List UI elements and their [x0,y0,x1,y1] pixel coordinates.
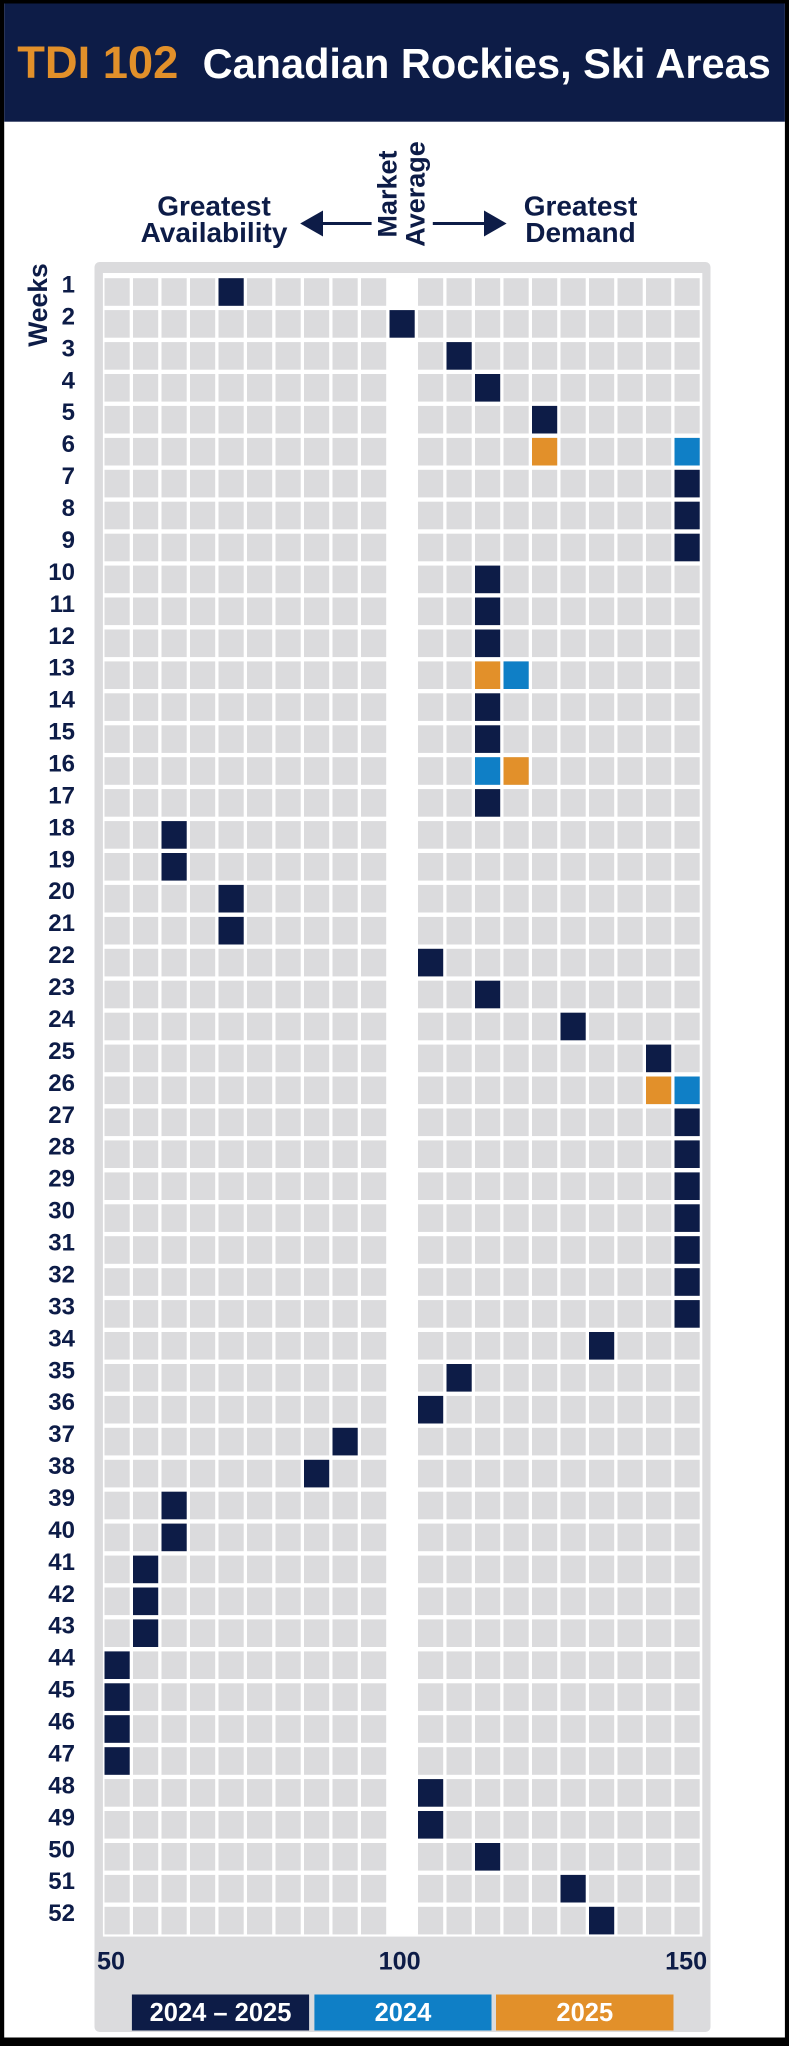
svg-text:38: 38 [48,1453,75,1480]
svg-text:43: 43 [48,1613,75,1640]
svg-text:40: 40 [48,1517,75,1544]
svg-text:33: 33 [48,1293,75,1320]
svg-text:Canadian Rockies, Ski Areas: Canadian Rockies, Ski Areas [203,40,771,87]
svg-text:15: 15 [48,719,75,746]
svg-text:27: 27 [48,1102,75,1129]
svg-text:2024: 2024 [375,1999,433,2027]
svg-text:MarketAverage: MarketAverage [373,141,431,247]
svg-text:16: 16 [48,751,75,778]
svg-text:28: 28 [48,1134,75,1161]
svg-text:52: 52 [48,1900,75,1927]
svg-text:18: 18 [48,814,75,841]
svg-text:150: 150 [665,1947,707,1975]
svg-text:4: 4 [62,367,76,394]
svg-text:17: 17 [48,782,75,809]
svg-text:Weeks: Weeks [23,263,53,347]
svg-text:20: 20 [48,878,75,905]
svg-text:29: 29 [48,1166,75,1193]
svg-text:37: 37 [48,1421,75,1448]
svg-text:5: 5 [62,399,75,426]
svg-text:2024 – 2025: 2024 – 2025 [150,1999,292,2027]
svg-text:31: 31 [48,1230,75,1257]
svg-text:1: 1 [62,272,75,299]
svg-text:51: 51 [48,1868,75,1895]
svg-text:Demand: Demand [525,217,635,248]
svg-text:2: 2 [62,303,75,330]
svg-text:34: 34 [48,1325,75,1352]
svg-text:100: 100 [379,1947,421,1975]
svg-text:9: 9 [62,527,75,554]
svg-text:13: 13 [48,655,75,682]
svg-text:Greatest: Greatest [524,191,638,222]
svg-text:12: 12 [48,623,75,650]
svg-text:30: 30 [48,1198,75,1225]
svg-text:22: 22 [48,942,75,969]
svg-text:32: 32 [48,1262,75,1289]
svg-text:2025: 2025 [556,1999,613,2027]
svg-text:39: 39 [48,1485,75,1512]
svg-text:11: 11 [50,591,75,618]
svg-text:50: 50 [97,1947,125,1975]
svg-text:24: 24 [48,1006,75,1033]
svg-text:47: 47 [48,1741,75,1768]
svg-text:45: 45 [48,1677,75,1704]
svg-text:21: 21 [48,910,75,937]
svg-text:6: 6 [62,431,75,458]
svg-text:41: 41 [48,1549,75,1576]
svg-text:36: 36 [48,1389,75,1416]
svg-text:50: 50 [48,1836,75,1863]
svg-text:7: 7 [62,463,75,490]
svg-text:35: 35 [48,1357,75,1384]
svg-text:TDI 102: TDI 102 [17,37,178,88]
svg-text:8: 8 [62,495,75,522]
svg-text:49: 49 [48,1804,75,1831]
svg-text:26: 26 [48,1070,75,1097]
svg-text:Availability: Availability [141,217,288,248]
svg-text:46: 46 [48,1709,75,1736]
svg-text:3: 3 [62,335,75,362]
svg-text:10: 10 [48,559,75,586]
svg-text:19: 19 [48,846,75,873]
svg-text:44: 44 [48,1645,75,1672]
svg-text:Greatest: Greatest [157,191,271,222]
svg-text:42: 42 [48,1581,75,1608]
svg-text:23: 23 [48,974,75,1001]
svg-text:25: 25 [48,1038,75,1065]
svg-text:48: 48 [48,1772,75,1799]
svg-text:14: 14 [48,687,75,714]
